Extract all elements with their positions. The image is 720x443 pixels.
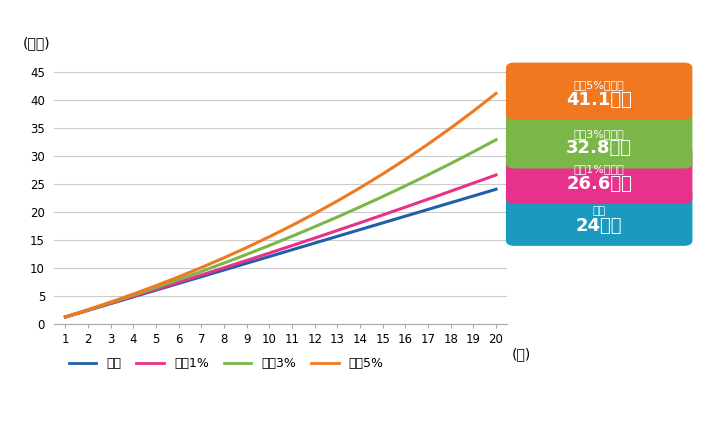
元本 [446, 200, 455, 206]
元本 [152, 288, 161, 293]
年內1% [174, 280, 183, 285]
Line: 元本: 元本 [66, 189, 496, 317]
元本 [61, 315, 70, 320]
年內3% [152, 285, 161, 290]
年內3% [265, 243, 274, 248]
Text: 年內5%の場合: 年內5%の場合 [574, 80, 624, 90]
年內5% [107, 299, 115, 305]
Text: 年內3%の場合: 年內3%の場合 [574, 129, 624, 139]
Line: 年內5%: 年內5% [66, 93, 496, 317]
年內3% [243, 252, 251, 257]
年內1% [446, 189, 455, 194]
Legend: 元本, 年內1%, 年內3%, 年內5%: 元本, 年內1%, 年內3%, 年內5% [64, 353, 389, 376]
年內3% [401, 183, 410, 189]
年內1% [401, 205, 410, 210]
元本 [469, 193, 477, 198]
元本 [310, 241, 319, 246]
年內1% [152, 287, 161, 292]
年內1% [265, 250, 274, 256]
年內5% [356, 185, 364, 190]
元本 [197, 274, 206, 280]
元本 [379, 220, 387, 225]
年內5% [446, 125, 455, 131]
年內3% [424, 172, 433, 178]
年內5% [174, 274, 183, 280]
年內5% [492, 91, 500, 96]
元本 [401, 214, 410, 219]
年內3% [446, 161, 455, 166]
元本 [107, 301, 115, 306]
年內1% [84, 307, 92, 313]
年內1% [288, 243, 297, 248]
年內5% [265, 234, 274, 239]
Text: 26.6万円: 26.6万円 [566, 175, 632, 193]
年內1% [424, 197, 433, 202]
元本 [288, 247, 297, 253]
年內3% [197, 269, 206, 274]
年內5% [333, 198, 342, 204]
年內3% [469, 149, 477, 155]
年內1% [61, 315, 70, 320]
年內3% [84, 307, 92, 313]
元本 [84, 307, 92, 313]
年內1% [356, 220, 364, 225]
Text: (年): (年) [512, 347, 531, 361]
年內5% [310, 211, 319, 216]
年內5% [197, 265, 206, 270]
年內3% [333, 214, 342, 220]
Text: (万円): (万円) [22, 36, 50, 50]
年內1% [379, 212, 387, 218]
年內1% [310, 235, 319, 241]
年內5% [129, 291, 138, 297]
年內1% [197, 272, 206, 278]
年內5% [379, 171, 387, 177]
年內3% [492, 137, 500, 143]
元本 [265, 254, 274, 259]
年內3% [220, 260, 228, 266]
年內5% [152, 283, 161, 288]
年內5% [84, 307, 92, 312]
Text: 24万円: 24万円 [576, 217, 622, 235]
年內1% [220, 265, 228, 270]
年內3% [129, 292, 138, 298]
年內1% [107, 301, 115, 306]
元本 [129, 294, 138, 299]
年內5% [424, 141, 433, 147]
Text: 年內1%の場合: 年內1%の場合 [574, 164, 624, 174]
年內5% [243, 245, 251, 250]
元本 [356, 227, 364, 232]
年內5% [401, 157, 410, 162]
Text: 41.1万円: 41.1万円 [566, 90, 632, 109]
元本 [220, 267, 228, 272]
Line: 年內1%: 年內1% [66, 175, 496, 317]
年內1% [333, 228, 342, 233]
元本 [174, 281, 183, 286]
年內3% [61, 314, 70, 319]
年內3% [288, 233, 297, 239]
年內1% [469, 180, 477, 186]
年內1% [129, 294, 138, 299]
年內3% [379, 194, 387, 199]
年內5% [469, 109, 477, 114]
年內3% [310, 224, 319, 229]
年內1% [243, 258, 251, 263]
元本 [424, 207, 433, 212]
Text: 32.8万円: 32.8万円 [566, 139, 632, 157]
年內1% [492, 172, 500, 178]
年內3% [356, 204, 364, 210]
Text: 元本: 元本 [593, 206, 606, 216]
元本 [333, 233, 342, 239]
Line: 年內3%: 年內3% [66, 140, 496, 317]
年內5% [288, 223, 297, 228]
元本 [492, 187, 500, 192]
年內5% [220, 255, 228, 260]
年內3% [107, 300, 115, 305]
年內3% [174, 277, 183, 282]
元本 [243, 260, 251, 266]
年內5% [61, 314, 70, 319]
